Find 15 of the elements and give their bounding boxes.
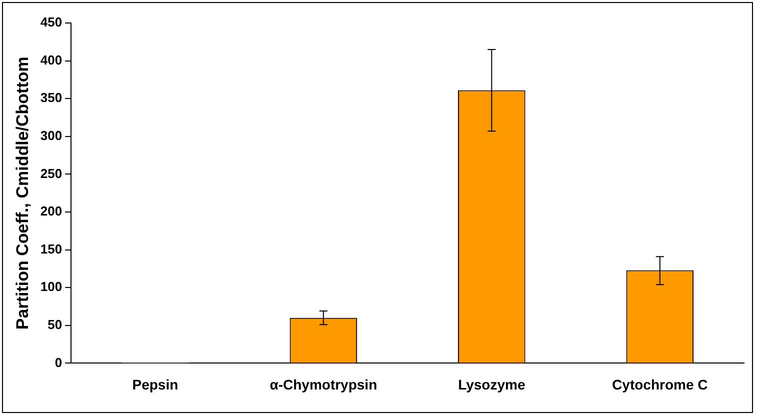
x-tick-label: Lysozyme (458, 376, 526, 392)
x-tick-label: α-Chymotrypsin (270, 376, 378, 392)
y-tick-label: 0 (54, 354, 62, 370)
y-tick-label: 400 (40, 52, 62, 68)
x-tick-label: Cytochrome C (612, 376, 708, 392)
x-tick-label: Pepsin (132, 376, 178, 392)
y-tick-label: 100 (40, 279, 62, 294)
y-axis-title: Partition Coeff., Cmiddle/Cbottom (12, 56, 32, 330)
y-tick-label: 250 (40, 166, 62, 181)
y-tick-label: 200 (40, 204, 62, 219)
y-tick-label: 450 (40, 14, 62, 30)
y-tick-label: 150 (40, 241, 62, 256)
y-tick-label: 350 (40, 90, 62, 106)
y-tick-label: 50 (48, 316, 62, 332)
y-tick-label: 300 (40, 128, 62, 143)
